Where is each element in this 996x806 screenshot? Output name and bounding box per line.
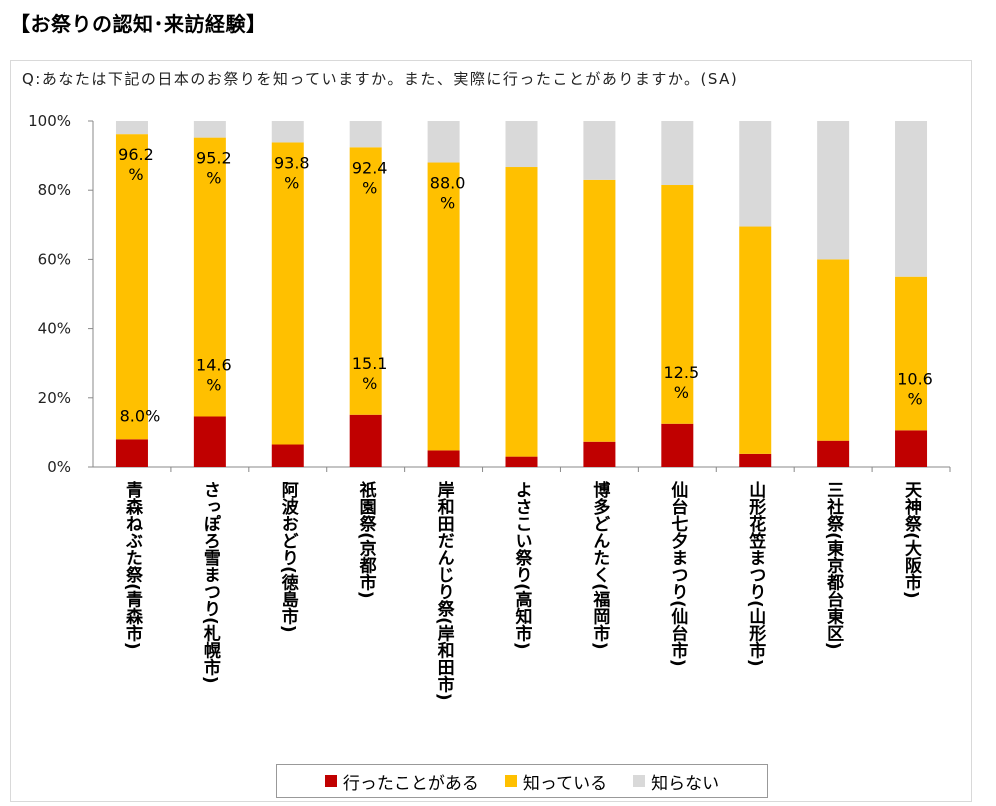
data-label: 12.5% bbox=[664, 363, 700, 402]
data-label: 10.6% bbox=[897, 369, 933, 408]
legend-swatch-visited bbox=[324, 775, 337, 787]
bar-segment-visited bbox=[739, 453, 772, 467]
bar-segment-known bbox=[817, 259, 850, 441]
bar-segment-unknown bbox=[895, 121, 928, 277]
bar-segment-known bbox=[739, 226, 772, 454]
x-category-label: 祇園祭(京都市) bbox=[356, 480, 378, 599]
data-label: 15.1% bbox=[352, 354, 388, 393]
data-label: 8.0% bbox=[120, 406, 161, 425]
bar-segment-visited bbox=[895, 430, 928, 467]
bar-segment-visited bbox=[661, 423, 694, 467]
bar-segment-known bbox=[583, 179, 616, 442]
legend-label-known: 知っている bbox=[522, 773, 608, 794]
page-title: 【お祭りの認知･来訪経験】 bbox=[10, 12, 267, 36]
data-label: 14.6% bbox=[196, 355, 232, 394]
legend: 行ったことがある 知っている 知らない bbox=[276, 764, 768, 798]
legend-label-visited: 行ったことがある bbox=[342, 773, 479, 794]
y-tick-label: 100% bbox=[28, 112, 71, 130]
x-category-label: 山形花笠まつり(山形市) bbox=[745, 481, 766, 667]
y-tick-label: 0% bbox=[47, 458, 71, 476]
data-label: 96.2% bbox=[118, 145, 154, 184]
bar-segment-visited bbox=[115, 439, 148, 467]
x-category-label: 三社祭(東京都台東区) bbox=[823, 481, 845, 650]
bar-segment-visited bbox=[583, 441, 616, 467]
y-tick-label: 40% bbox=[38, 320, 71, 338]
bar-segment-visited bbox=[505, 456, 538, 467]
bar-segment-unknown bbox=[427, 121, 460, 163]
bar-segment-known bbox=[193, 137, 226, 417]
bar-segment-unknown bbox=[193, 121, 226, 138]
chart-frame bbox=[10, 60, 972, 802]
x-category-label: よさこい祭り(高知市) bbox=[512, 481, 534, 650]
bar-segment-unknown bbox=[817, 121, 850, 260]
bar-segment-unknown bbox=[349, 121, 382, 148]
bar-segment-unknown bbox=[661, 121, 694, 186]
bar-segment-known bbox=[505, 167, 538, 457]
y-tick-label: 20% bbox=[38, 389, 71, 407]
bar-segment-unknown bbox=[583, 121, 616, 180]
x-category-label: 博多どんたく(福岡市) bbox=[589, 480, 611, 650]
bar-segment-known bbox=[895, 276, 928, 431]
legend-item-visited: 行ったことがある bbox=[324, 769, 479, 794]
bar-segment-unknown bbox=[271, 121, 304, 143]
bar-segment-unknown bbox=[505, 121, 538, 168]
y-tick-label: 60% bbox=[38, 250, 71, 268]
bar-segment-known bbox=[661, 185, 694, 424]
x-category-label: さっぽろ雪まつり(札幌市) bbox=[200, 481, 222, 684]
bar-segment-visited bbox=[271, 444, 304, 467]
bar-segment-known bbox=[271, 142, 304, 445]
x-category-label: 天神祭(大阪市) bbox=[901, 481, 923, 599]
legend-item-known: 知っている bbox=[504, 769, 608, 794]
bar-segment-known bbox=[427, 162, 460, 451]
legend-swatch-unknown bbox=[633, 775, 646, 787]
data-label: 92.4% bbox=[352, 158, 388, 197]
legend-swatch-known bbox=[504, 775, 517, 787]
chart-subtitle: Q:あなたは下記の日本のお祭りを知っていますか。また、実際に行ったことがあります… bbox=[22, 70, 739, 88]
y-tick-label: 80% bbox=[38, 181, 71, 199]
x-category-label: 青森ねぶた祭(青森市) bbox=[122, 480, 144, 650]
bar-segment-unknown bbox=[739, 121, 772, 227]
data-label: 88.0% bbox=[430, 174, 466, 213]
x-category-label: 阿波おどり(徳島市) bbox=[278, 481, 300, 633]
legend-item-unknown: 知らない bbox=[633, 769, 719, 794]
bar-segment-visited bbox=[349, 414, 382, 467]
data-label: 93.8% bbox=[274, 153, 310, 192]
bar-segment-visited bbox=[817, 440, 850, 467]
bar-segment-visited bbox=[427, 450, 460, 467]
legend-label-unknown: 知らない bbox=[651, 773, 720, 794]
x-category-label: 岸和田だんじり祭(岸和田市) bbox=[434, 480, 456, 701]
bar-segment-known bbox=[115, 134, 148, 440]
bar-segment-visited bbox=[193, 416, 226, 467]
bar-segment-unknown bbox=[115, 121, 148, 135]
data-label: 95.2% bbox=[196, 149, 232, 188]
bar-segment-known bbox=[349, 147, 382, 415]
x-category-label: 仙台七夕まつり(仙台市) bbox=[667, 480, 688, 667]
